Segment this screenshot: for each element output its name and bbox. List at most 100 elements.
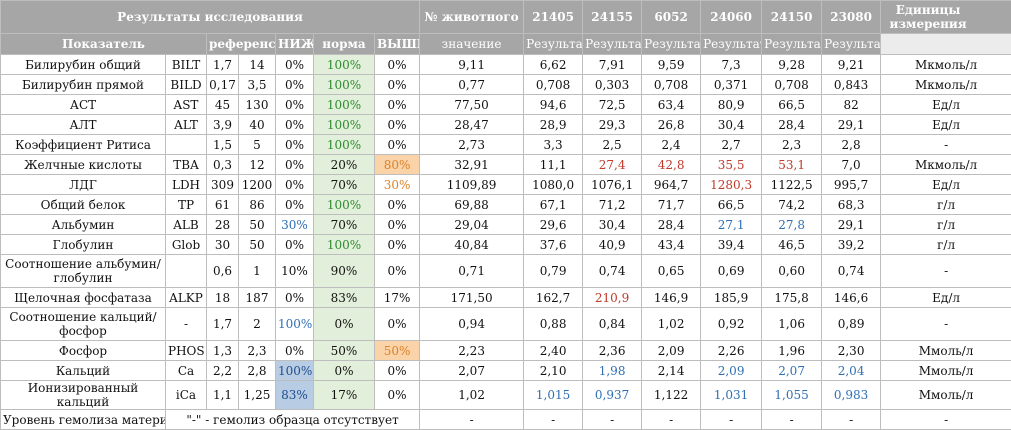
norm-percent: 100% bbox=[313, 114, 375, 135]
result-value: 2,4 bbox=[641, 134, 702, 155]
units-header: Единицы измерения bbox=[880, 0, 1011, 34]
result-value: 1,055 bbox=[761, 380, 823, 410]
below-percent: 10% bbox=[275, 254, 314, 288]
unit-value: Ед/л bbox=[880, 94, 1011, 115]
result-value: 2,04 bbox=[821, 360, 882, 381]
unit-value: - bbox=[880, 254, 1011, 288]
animal-header: 6052 bbox=[641, 0, 702, 34]
above-percent: 0% bbox=[373, 380, 421, 410]
unit-value: - bbox=[880, 307, 1011, 341]
reference-low: 18 bbox=[206, 287, 239, 308]
result-value: 1,122 bbox=[641, 380, 702, 410]
unit-value: г/л bbox=[880, 214, 1011, 235]
result-value: 2,5 bbox=[582, 134, 643, 155]
animal-header: 24155 bbox=[582, 0, 643, 34]
header-row-1: Результаты исследования № животного 2140… bbox=[0, 0, 1011, 34]
reference-header: референс bbox=[206, 33, 276, 55]
above-percent: 0% bbox=[373, 54, 421, 75]
header-row-2: Показатель референс НИЖЕ норма ВЫШЕ знач… bbox=[0, 33, 1011, 55]
result-value: 2,09 bbox=[641, 340, 702, 361]
reference-low: 1,7 bbox=[206, 54, 239, 75]
result-value: 1280,3 bbox=[700, 174, 763, 195]
result-value: 11,1 bbox=[523, 154, 584, 175]
result-value: 3,3 bbox=[523, 134, 584, 155]
reference-low: 0,6 bbox=[206, 254, 239, 288]
reference-low: 1,7 bbox=[206, 307, 239, 341]
reference-high: 1,25 bbox=[238, 380, 276, 410]
norm-header: норма bbox=[313, 33, 375, 55]
above-percent: 50% bbox=[373, 340, 421, 361]
result-value: 2,10 bbox=[523, 360, 584, 381]
hemolysis-label: Уровень гемолиза материала bbox=[0, 409, 166, 430]
animal-header: 23080 bbox=[821, 0, 882, 34]
indicator-code: ALKP bbox=[165, 287, 207, 308]
result-value: 9,28 bbox=[761, 54, 823, 75]
mean-value: 28,47 bbox=[419, 114, 525, 135]
result-value: 53,1 bbox=[761, 154, 823, 175]
result-value: 28,9 bbox=[523, 114, 584, 135]
table-row: АСТ AST 45 130 0% 100% 0% 77,50 94,6 72,5 63,4 80,9… bbox=[0, 94, 1011, 115]
above-percent: 80% bbox=[373, 154, 421, 175]
below-percent: 0% bbox=[275, 94, 314, 115]
below-percent: 0% bbox=[275, 287, 314, 308]
table-row: Коэффициент Ритиса 1,5 5 0% 100% 0% 2,73 3,3 2,5… bbox=[0, 134, 1011, 155]
hemolysis-unit: - bbox=[880, 409, 1011, 430]
norm-percent: 20% bbox=[313, 154, 375, 175]
unit-value: Ммоль/л bbox=[880, 340, 1011, 361]
hemolysis-result: - bbox=[523, 409, 584, 430]
reference-high: 86 bbox=[238, 194, 276, 215]
result-header: Результат bbox=[641, 33, 702, 55]
result-value: 39,2 bbox=[821, 234, 882, 255]
result-value: 0,708 bbox=[761, 74, 823, 95]
below-percent: 30% bbox=[275, 214, 314, 235]
hemolysis-result: - bbox=[821, 409, 882, 430]
indicator-code: AST bbox=[165, 94, 207, 115]
reference-high: 12 bbox=[238, 154, 276, 175]
units-header-label: Единицы измерения bbox=[889, 3, 967, 31]
indicator-name: Ионизированный кальций bbox=[0, 380, 166, 410]
norm-percent: 100% bbox=[313, 74, 375, 95]
result-value: 0,92 bbox=[700, 307, 763, 341]
indicator-name: АЛТ bbox=[0, 114, 166, 135]
table-row: Щелочная фосфатаза ALKP 18 187 0% 83% 17% 171,5… bbox=[0, 287, 1011, 308]
table-row: Фосфор PHOS 1,3 2,3 0% 50% 50% 2,23 2,40 2,36 2,09… bbox=[0, 340, 1011, 361]
result-value: 1,015 bbox=[523, 380, 584, 410]
result-value: 9,21 bbox=[821, 54, 882, 75]
above-header: ВЫШЕ bbox=[373, 33, 421, 55]
mean-value: 2,23 bbox=[419, 340, 525, 361]
reference-low: 1,3 bbox=[206, 340, 239, 361]
unit-value: Мкмоль/л bbox=[880, 154, 1011, 175]
below-percent: 0% bbox=[275, 154, 314, 175]
hemolysis-result: - bbox=[582, 409, 643, 430]
result-value: 2,3 bbox=[761, 134, 823, 155]
below-percent: 83% bbox=[275, 380, 314, 410]
result-value: 30,4 bbox=[700, 114, 763, 135]
result-value: 0,983 bbox=[821, 380, 882, 410]
reference-high: 2 bbox=[238, 307, 276, 341]
result-value: 2,7 bbox=[700, 134, 763, 155]
result-value: 0,84 bbox=[582, 307, 643, 341]
below-percent: 100% bbox=[275, 307, 314, 341]
reference-high: 5 bbox=[238, 134, 276, 155]
table-row: Желчные кислоты TBA 0,3 12 0% 20% 80% 32,91 11,1… bbox=[0, 154, 1011, 175]
reference-low: 1,1 bbox=[206, 380, 239, 410]
indicator-name: Коэффициент Ритиса bbox=[0, 134, 166, 155]
below-percent: 0% bbox=[275, 54, 314, 75]
above-percent: 30% bbox=[373, 174, 421, 195]
result-value: 6,62 bbox=[523, 54, 584, 75]
hemolysis-row: Уровень гемолиза материала"-" - гемолиз … bbox=[0, 409, 1011, 430]
unit-value: г/л bbox=[880, 194, 1011, 215]
result-value: 68,3 bbox=[821, 194, 882, 215]
result-value: 7,3 bbox=[700, 54, 763, 75]
result-value: 29,1 bbox=[821, 214, 882, 235]
mean-value: 171,50 bbox=[419, 287, 525, 308]
indicator-name: Желчные кислоты bbox=[0, 154, 166, 175]
norm-percent: 83% bbox=[313, 287, 375, 308]
table-row: Общий белок TP 61 86 0% 100% 0% 69,88 67,1 71,2 71… bbox=[0, 194, 1011, 215]
result-header: Результат bbox=[582, 33, 643, 55]
norm-percent: 100% bbox=[313, 134, 375, 155]
reference-high: 2,3 bbox=[238, 340, 276, 361]
result-value: 94,6 bbox=[523, 94, 584, 115]
result-value: 71,7 bbox=[641, 194, 702, 215]
